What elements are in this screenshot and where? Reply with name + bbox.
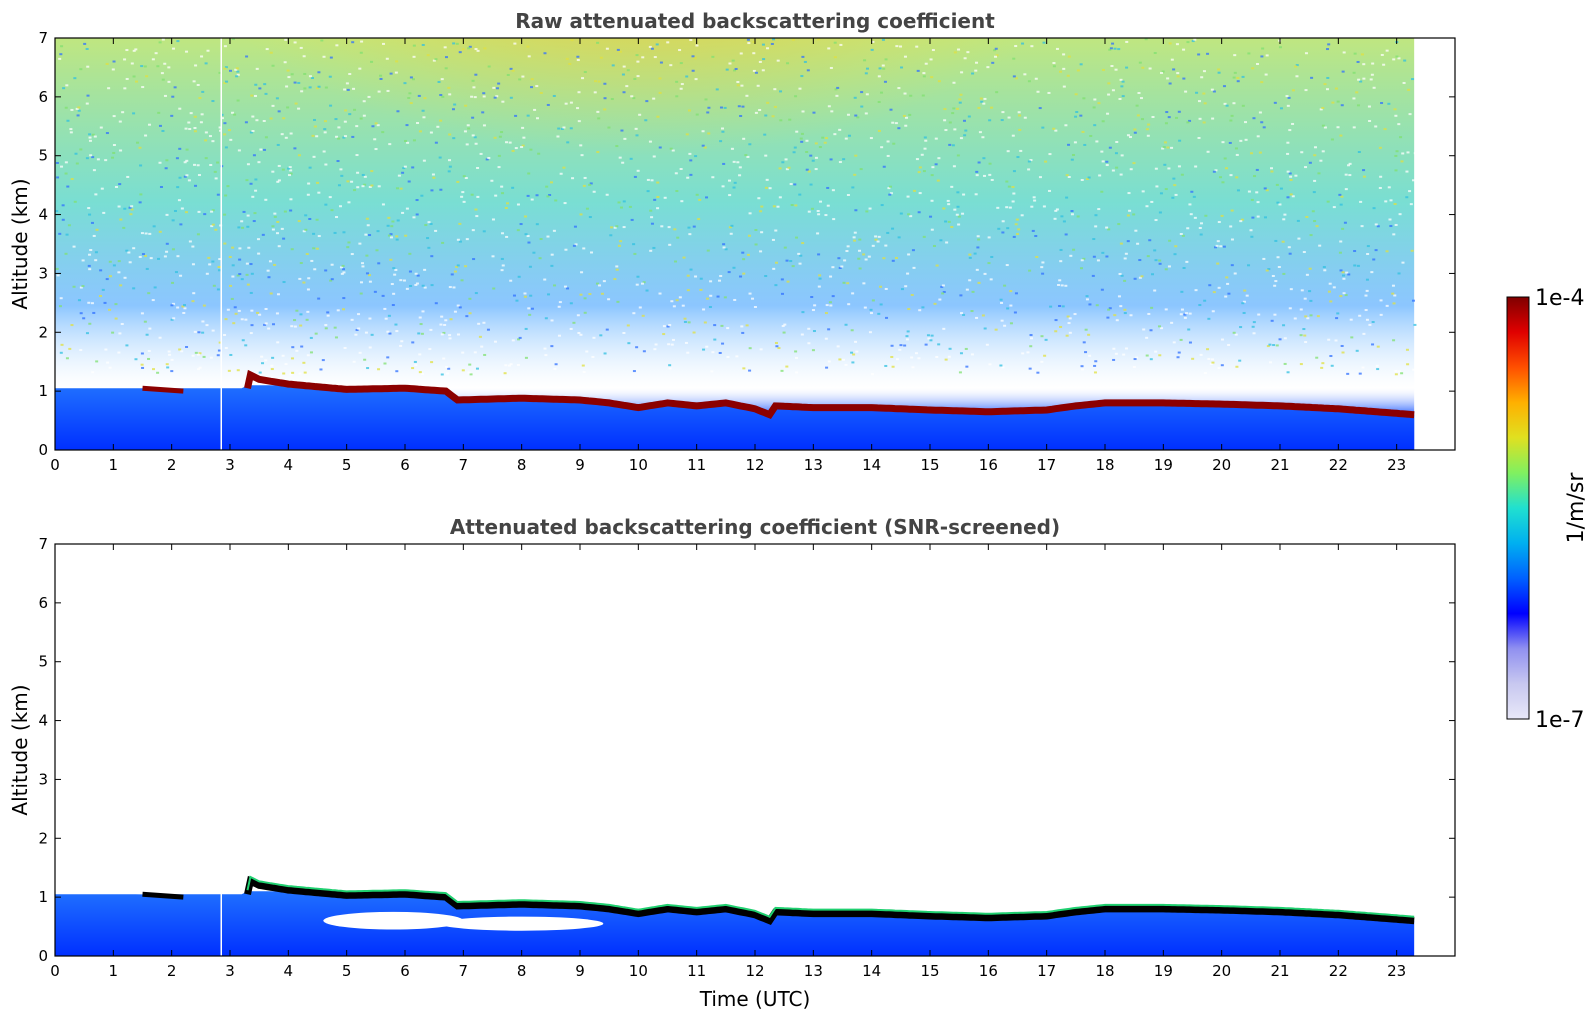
y-tick-label: 5 <box>38 147 48 165</box>
x-tick-label: 17 <box>1037 456 1056 474</box>
x-tick-label: 4 <box>284 962 294 980</box>
x-tick-label: 18 <box>1095 962 1114 980</box>
x-tick-label: 14 <box>862 962 881 980</box>
y-tick-label: 7 <box>38 535 48 553</box>
y-tick-label: 1 <box>38 888 48 906</box>
y-tick-label: 2 <box>38 829 48 847</box>
x-tick-label: 1 <box>109 456 119 474</box>
bottom-y-axis-label: Altitude (km) <box>8 684 32 815</box>
x-tick-label: 4 <box>284 456 294 474</box>
x-tick-label: 22 <box>1329 962 1348 980</box>
bottom-heatmap <box>55 875 1415 956</box>
x-tick-label: 7 <box>459 962 469 980</box>
x-tick-label: 21 <box>1270 456 1289 474</box>
x-tick-label: 15 <box>920 456 939 474</box>
x-tick-label: 19 <box>1154 962 1173 980</box>
boundary-layer-aerosol <box>55 385 1415 450</box>
x-tick-label: 2 <box>167 456 177 474</box>
screened-gap <box>107 876 178 895</box>
x-tick-label: 5 <box>342 456 352 474</box>
colorbar: 1e-4 1e-7 1/m/sr <box>1506 286 1589 733</box>
cloud-edge <box>246 875 1415 918</box>
screened-gap <box>323 911 464 930</box>
x-tick-label: 19 <box>1154 456 1173 474</box>
x-tick-label: 3 <box>225 962 235 980</box>
x-tick-label: 9 <box>575 456 585 474</box>
x-tick-label: 9 <box>575 962 585 980</box>
x-axis-label: Time (UTC) <box>699 987 811 1011</box>
colorbar-gradient <box>1506 296 1530 720</box>
y-tick-label: 4 <box>38 206 48 224</box>
x-tick-label: 3 <box>225 456 235 474</box>
x-tick-label: 2 <box>167 962 177 980</box>
x-tick-label: 22 <box>1329 456 1348 474</box>
noise-speckles <box>55 38 1417 376</box>
bottom-chart-title: Attenuated backscattering coefficient (S… <box>450 515 1060 539</box>
x-tick-label: 6 <box>400 962 410 980</box>
x-tick-label: 14 <box>862 456 881 474</box>
y-tick-label: 4 <box>38 712 48 730</box>
x-tick-label: 17 <box>1037 962 1056 980</box>
x-tick-label: 18 <box>1095 456 1114 474</box>
boundary-layer-aerosol <box>55 891 1415 956</box>
y-tick-label: 6 <box>38 594 48 612</box>
x-tick-label: 16 <box>979 456 998 474</box>
y-tick-label: 0 <box>38 441 48 459</box>
x-tick-label: 0 <box>50 962 60 980</box>
y-tick-label: 1 <box>38 382 48 400</box>
x-tick-label: 0 <box>50 456 60 474</box>
colorbar-max-label: 1e-4 <box>1535 286 1584 311</box>
early-cloud-layer <box>142 385 184 394</box>
x-tick-label: 15 <box>920 962 939 980</box>
x-tick-label: 20 <box>1212 456 1231 474</box>
cloud-base-layer <box>244 875 1415 926</box>
y-tick-label: 6 <box>38 88 48 106</box>
x-tick-label: 6 <box>400 456 410 474</box>
x-tick-label: 12 <box>745 456 764 474</box>
y-tick-label: 5 <box>38 653 48 671</box>
x-tick-label: 13 <box>804 962 823 980</box>
y-tick-label: 3 <box>38 264 48 282</box>
x-tick-label: 23 <box>1387 962 1406 980</box>
x-tick-label: 20 <box>1212 962 1231 980</box>
x-tick-label: 10 <box>629 456 648 474</box>
x-tick-label: 8 <box>517 962 527 980</box>
x-tick-label: 16 <box>979 962 998 980</box>
screened-gap <box>440 916 604 931</box>
x-tick-label: 21 <box>1270 962 1289 980</box>
x-tick-label: 11 <box>687 962 706 980</box>
colorbar-min-label: 1e-7 <box>1535 708 1584 733</box>
x-tick-label: 11 <box>687 456 706 474</box>
early-cloud-layer <box>142 891 184 900</box>
top-heatmap <box>55 38 1417 450</box>
top-chart-title: Raw attenuated backscattering coefficien… <box>515 9 995 33</box>
x-tick-label: 5 <box>342 962 352 980</box>
x-tick-label: 12 <box>745 962 764 980</box>
x-tick-label: 8 <box>517 456 527 474</box>
x-tick-label: 13 <box>804 456 823 474</box>
y-tick-label: 0 <box>38 947 48 965</box>
x-tick-label: 1 <box>109 962 119 980</box>
colorbar-unit-label: 1/m/sr <box>1564 472 1589 544</box>
y-tick-label: 3 <box>38 770 48 788</box>
y-tick-label: 7 <box>38 29 48 47</box>
x-tick-label: 10 <box>629 962 648 980</box>
top-panel: 0 1 2 3 4 5 6 7 8 9 10 11 12 13 14 15 16 17 18 19 20 21 22 23 0… <box>8 29 1456 474</box>
y-tick-label: 2 <box>38 323 48 341</box>
x-tick-label: 23 <box>1387 456 1406 474</box>
top-y-axis-label: Altitude (km) <box>8 178 32 309</box>
cloud-base-layer <box>244 369 1415 420</box>
bottom-panel: 0 1 2 3 4 5 6 7 8 9 10 11 12 13 14 15 16 17 18 19 20 21 22 23 0… <box>8 535 1456 1011</box>
x-tick-label: 7 <box>459 456 469 474</box>
high-noise-region <box>230 38 1047 297</box>
